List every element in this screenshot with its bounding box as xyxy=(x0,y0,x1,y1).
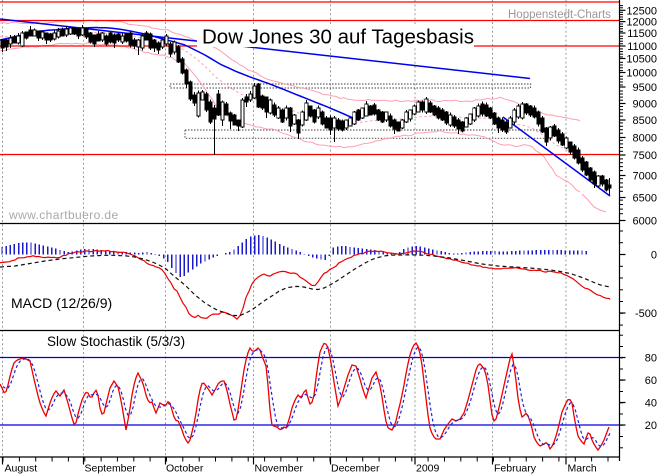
svg-text:7000: 7000 xyxy=(633,171,657,183)
svg-text:December: December xyxy=(331,463,380,475)
svg-text:10000: 10000 xyxy=(626,68,657,80)
svg-text:www.chartbuero.de: www.chartbuero.de xyxy=(8,208,119,222)
svg-text:20: 20 xyxy=(645,420,657,432)
svg-text:September: September xyxy=(85,463,137,475)
svg-text:Slow Stochastik (5/3/3): Slow Stochastik (5/3/3) xyxy=(47,334,185,349)
svg-text:November: November xyxy=(255,463,304,475)
svg-text:9500: 9500 xyxy=(633,82,657,94)
svg-text:9000: 9000 xyxy=(633,99,657,111)
svg-text:12500: 12500 xyxy=(626,5,657,17)
svg-text:40: 40 xyxy=(645,398,657,410)
svg-text:8500: 8500 xyxy=(633,115,657,127)
svg-text:10500: 10500 xyxy=(626,54,657,66)
svg-text:80: 80 xyxy=(645,353,657,365)
svg-text:March: March xyxy=(568,463,597,475)
svg-text:7500: 7500 xyxy=(633,150,657,162)
svg-text:MACD (12/26/9): MACD (12/26/9) xyxy=(11,295,112,311)
svg-text:February: February xyxy=(494,463,537,475)
svg-text:12000: 12000 xyxy=(626,17,657,29)
svg-text:11500: 11500 xyxy=(627,28,657,40)
svg-text:Dow Jones 30 auf Tagesbasis: Dow Jones 30 auf Tagesbasis xyxy=(202,26,474,49)
svg-text:October: October xyxy=(166,463,204,475)
svg-text:8000: 8000 xyxy=(633,133,657,145)
svg-text:Hoppenstedt-Charts: Hoppenstedt-Charts xyxy=(508,9,611,21)
svg-text:60: 60 xyxy=(645,375,657,387)
svg-text:August: August xyxy=(5,463,38,475)
svg-text:11000: 11000 xyxy=(627,41,657,53)
svg-text:6500: 6500 xyxy=(633,193,657,205)
svg-text:0: 0 xyxy=(651,250,657,262)
svg-text:-500: -500 xyxy=(635,308,657,320)
svg-text:2009: 2009 xyxy=(416,463,440,475)
svg-text:6000: 6000 xyxy=(633,216,657,228)
